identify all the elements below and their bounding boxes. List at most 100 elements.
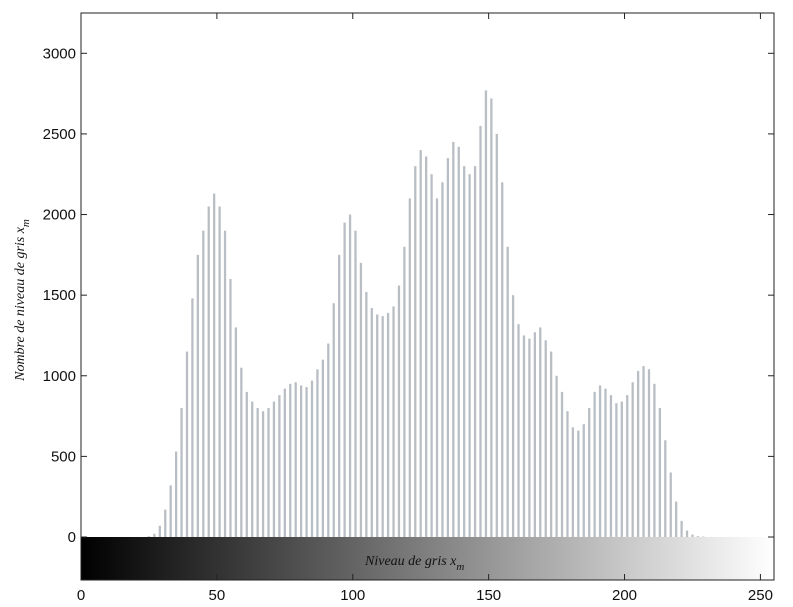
histogram-bar xyxy=(147,536,151,537)
histogram-bar xyxy=(620,401,623,537)
histogram-bar xyxy=(636,370,640,537)
histogram-bar xyxy=(381,316,384,537)
histogram-bar xyxy=(305,387,308,537)
histogram-bar xyxy=(272,401,276,537)
y-axis-ticks: 0 500 1000 1500 2000 2500 3000 xyxy=(43,45,774,546)
histogram-bar xyxy=(615,403,618,537)
histogram-bar xyxy=(327,343,330,537)
histogram-bar xyxy=(452,141,455,538)
histogram-bar xyxy=(408,198,411,538)
histogram-bar xyxy=(664,440,667,537)
histogram-bar xyxy=(604,388,607,537)
histogram-bar xyxy=(414,166,417,538)
histogram-bar xyxy=(495,133,498,538)
y-tick-label: 2500 xyxy=(43,126,76,143)
histogram-bar xyxy=(642,366,645,537)
histogram-bar xyxy=(609,395,613,537)
histogram-bar xyxy=(577,430,580,537)
histogram-bar xyxy=(647,369,651,537)
histogram-bar xyxy=(550,351,553,537)
histogram-bar xyxy=(245,391,248,537)
x-axis-label: Niveau de gris xm xyxy=(364,554,464,573)
y-tick-label: 1000 xyxy=(43,368,76,385)
histogram-bar xyxy=(446,158,450,538)
y-axis-label: Nombre de niveau de gris xm xyxy=(13,219,32,382)
histogram-bar xyxy=(669,472,672,537)
histogram-bars xyxy=(147,90,705,538)
histogram-bar xyxy=(626,395,629,537)
histogram-bar xyxy=(479,125,482,538)
x-tick-label: 200 xyxy=(612,587,637,604)
histogram-bar xyxy=(533,332,536,537)
histogram-bar xyxy=(164,509,167,537)
histogram-bar xyxy=(158,525,161,537)
y-tick-label: 3000 xyxy=(43,45,76,62)
histogram-bar xyxy=(348,214,352,538)
histogram-bar xyxy=(403,246,406,537)
histogram-bar xyxy=(343,222,346,537)
x-axis-ticks: 0 50 100 150 200 250 xyxy=(77,13,773,604)
grayscale-colorbar xyxy=(81,537,774,580)
histogram-bar xyxy=(218,206,221,538)
y-tick-label: 2000 xyxy=(43,207,76,224)
histogram-bar xyxy=(386,312,390,537)
histogram-bar xyxy=(653,383,656,537)
histogram-bar xyxy=(153,533,156,537)
histogram-bar xyxy=(544,340,547,537)
histogram-bar xyxy=(675,501,678,537)
histogram-bar xyxy=(354,230,357,537)
histogram-bar xyxy=(169,485,172,537)
histogram-bar xyxy=(332,303,335,537)
histogram-bar xyxy=(425,156,428,537)
histogram-bar xyxy=(359,262,363,537)
histogram-bar xyxy=(191,298,194,537)
histogram-bar xyxy=(174,451,178,537)
histogram-bar xyxy=(555,375,558,537)
histogram-bar xyxy=(522,335,526,537)
histogram-bar xyxy=(696,536,700,537)
y-tick-label: 1500 xyxy=(43,287,76,304)
histogram-bar xyxy=(213,193,216,537)
histogram-bar xyxy=(506,246,509,537)
histogram-bar xyxy=(261,411,265,537)
histogram-bar xyxy=(419,150,422,538)
histogram-bar xyxy=(430,174,433,538)
histogram-bar xyxy=(256,408,259,537)
histogram-bar xyxy=(370,308,373,537)
histogram-bar xyxy=(463,166,466,538)
histogram-bar xyxy=(511,295,515,537)
histogram-bar xyxy=(685,530,689,537)
histogram-bar xyxy=(468,174,471,538)
histogram-bar xyxy=(310,380,314,537)
histogram-bar xyxy=(196,254,199,537)
histogram-bar xyxy=(490,98,493,537)
histogram-bar xyxy=(240,367,243,537)
histogram-bar xyxy=(289,383,292,537)
histogram-bar xyxy=(539,327,542,537)
histogram-bar xyxy=(582,424,585,537)
histogram-bar xyxy=(251,401,254,537)
histogram-bar xyxy=(299,385,303,537)
histogram-bar xyxy=(484,90,488,537)
x-tick-label: 150 xyxy=(476,587,501,604)
histogram-bar xyxy=(457,146,460,537)
histogram-bar xyxy=(593,391,596,537)
histogram-bar xyxy=(680,520,683,537)
histogram-bar xyxy=(294,382,297,537)
x-tick-label: 50 xyxy=(209,587,226,604)
histogram-bar xyxy=(185,351,189,537)
histogram-bar xyxy=(528,338,531,537)
plot-frame xyxy=(80,12,775,581)
histogram-bar xyxy=(473,166,477,538)
x-tick-label: 0 xyxy=(77,587,85,604)
histogram-bar xyxy=(598,385,602,537)
histogram-bar xyxy=(501,182,504,538)
x-tick-label: 100 xyxy=(340,587,365,604)
histogram-bar xyxy=(560,391,564,537)
histogram-bar xyxy=(588,408,591,537)
histogram-bar xyxy=(321,359,325,537)
y-tick-label: 0 xyxy=(68,529,76,546)
histogram-bar xyxy=(658,408,661,537)
histogram-bar xyxy=(691,534,694,537)
